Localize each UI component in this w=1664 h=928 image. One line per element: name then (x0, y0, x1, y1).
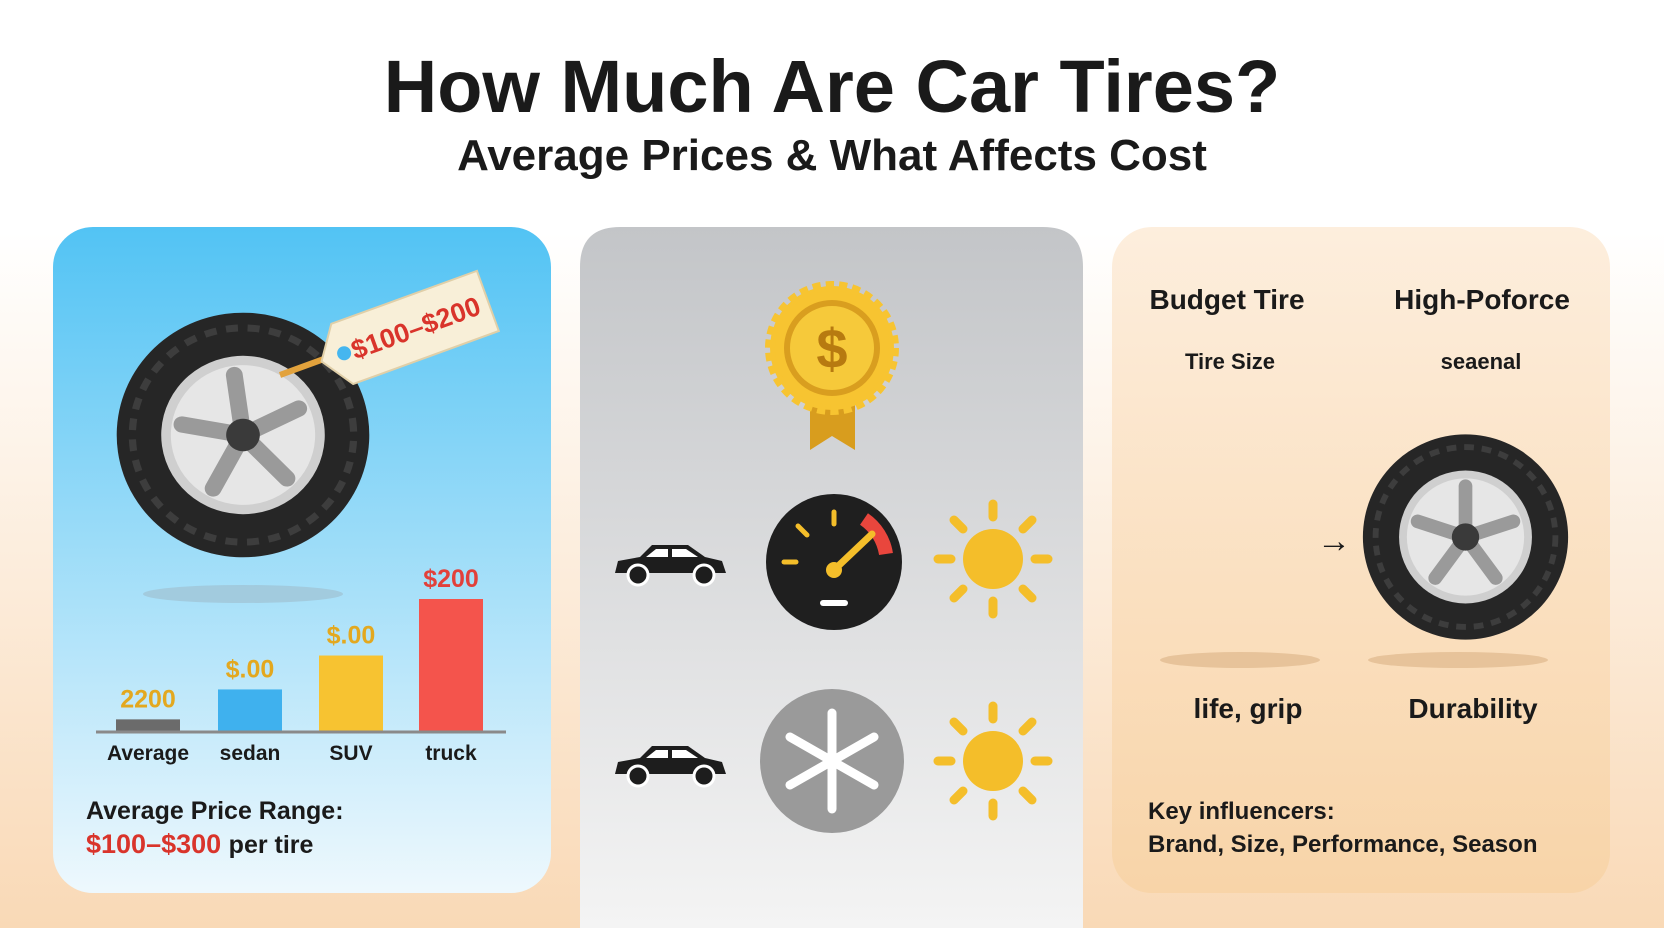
bar-label: $.00 (226, 655, 275, 683)
bar (116, 719, 180, 732)
bar-label: $.00 (327, 622, 376, 650)
medal-icon: $ (765, 281, 899, 450)
budget-title: Budget Tire (1149, 284, 1304, 315)
bar (319, 655, 383, 732)
tire-shadow (143, 585, 343, 603)
summary-range: $100–$300 (86, 829, 221, 859)
budget-caption: life, grip (1194, 693, 1303, 724)
summary-unit: per tire (229, 831, 314, 859)
category-label: sedan (220, 742, 281, 765)
bar (218, 689, 282, 732)
performance-tire (1363, 434, 1568, 639)
arrow: → (1317, 522, 1351, 560)
snowflake-icon (760, 689, 904, 833)
bar-chart: 2200 Average $.00 sedan $.00 SUV $200 truck (96, 565, 506, 765)
influencers-label: Key influencers: (1148, 798, 1335, 825)
tire-shadow (1160, 652, 1320, 668)
performance-title: High-Poforce (1394, 284, 1570, 315)
sun-icon (938, 706, 1048, 816)
category-label: SUV (329, 742, 372, 765)
summary-label: Average Price Range: (86, 797, 344, 825)
performance-caption: Durability (1408, 693, 1538, 724)
subtitle: Average Prices & What Affects Cost (457, 131, 1207, 180)
category-label: truck (425, 742, 477, 765)
summary-line: $100–$300 per tire (86, 829, 314, 859)
svg-text:$: $ (816, 317, 847, 380)
sun-icon (938, 504, 1048, 614)
title: How Much Are Car Tires? (384, 45, 1280, 128)
bar-label: 2200 (120, 685, 176, 713)
influencers-list: Brand, Size, Performance, Season (1148, 831, 1537, 858)
budget-subtitle: Tire Size (1185, 349, 1275, 374)
performance-subtitle: seaenal (1441, 349, 1522, 374)
tire-shadow (1368, 652, 1548, 668)
category-label: Average (107, 742, 189, 765)
comparison-panel (1112, 227, 1610, 893)
bar (419, 599, 483, 732)
bar-label: $200 (423, 565, 479, 593)
speedometer-icon (766, 494, 902, 630)
